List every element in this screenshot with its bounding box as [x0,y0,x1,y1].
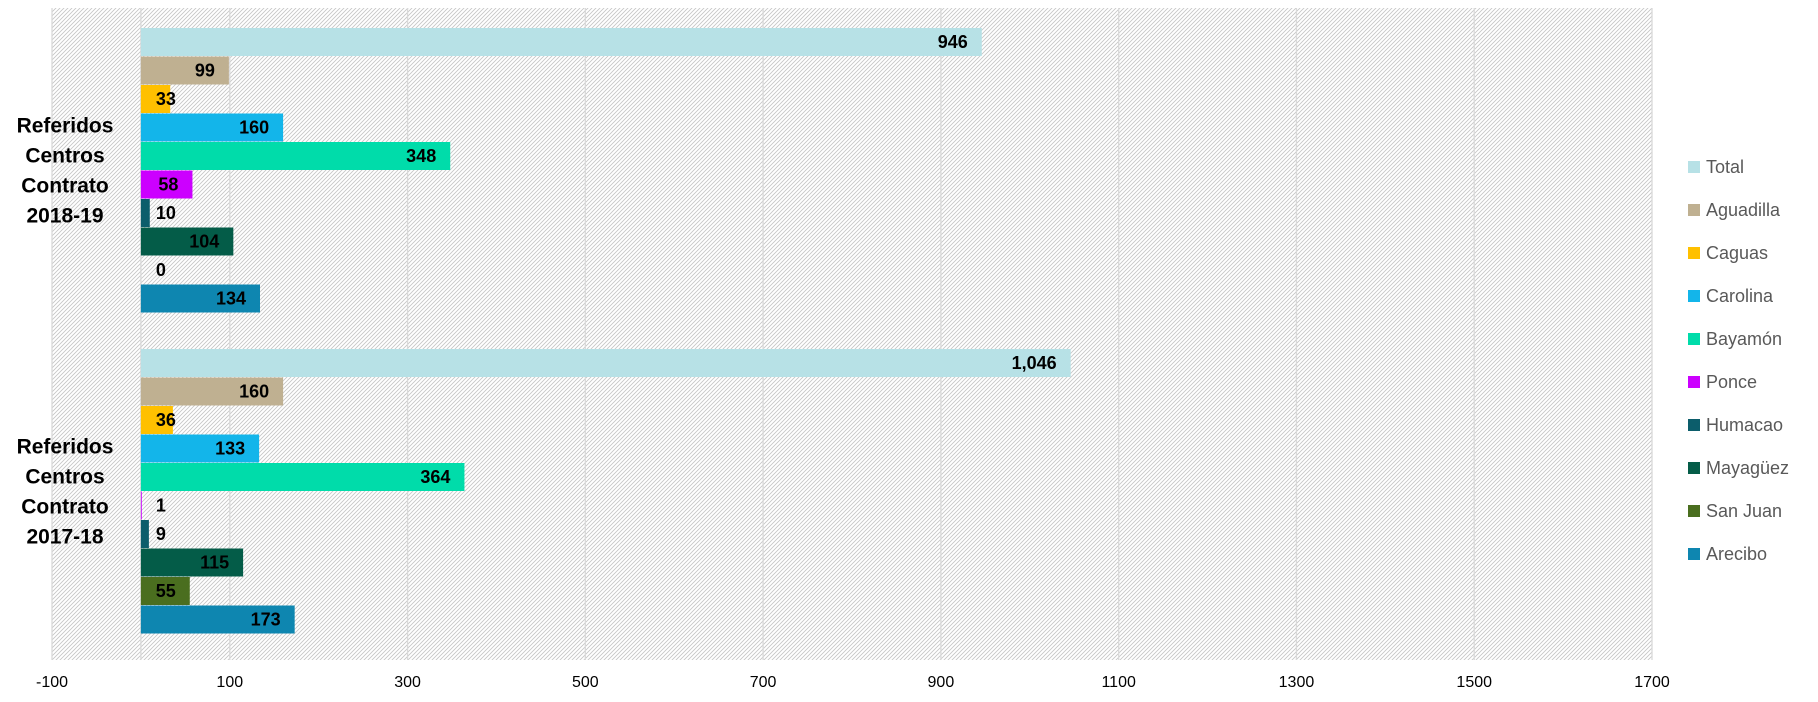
bar-total [140,349,1071,377]
x-tick-label: 300 [394,674,421,691]
data-label: 99 [195,61,215,81]
bar-aguadilla [140,377,284,406]
data-label: 104 [189,232,219,252]
legend-label: Mayagüez [1706,458,1789,478]
data-label: 134 [216,289,246,309]
legend-swatch [1688,161,1700,173]
legend-swatch [1688,548,1700,560]
data-label: 348 [406,146,436,166]
legend-label: San Juan [1706,501,1782,521]
legend-swatch [1688,419,1700,431]
legend-label: Humacao [1706,415,1783,435]
data-label: 33 [156,89,176,109]
category-label-line: Centros [25,466,104,489]
legend-swatch [1688,462,1700,474]
x-tick-label: -100 [36,674,68,691]
category-label: Referidos Centros Contrato 2018-19 [17,115,114,228]
bar-carolina [140,434,260,463]
bar-caguas [140,85,171,113]
data-label: 0 [156,260,166,280]
legend-swatch [1688,505,1700,517]
data-label: 115 [200,553,229,573]
x-axis-tick-labels: -100 100 300 500 700 900 1100 1300 1500 1700 [36,674,1670,691]
bar-arecibo [140,284,260,313]
data-labels: 946 99 33 160 348 58 10 104 0 134 1,046 160 36 133 364… [156,32,1057,630]
data-label: 1 [156,496,166,516]
x-tick-label: 1300 [1279,674,1315,691]
data-label: 364 [420,467,450,487]
category-label-line: Referidos [17,436,114,459]
legend-swatch [1688,290,1700,302]
x-tick-label: 500 [572,674,599,691]
data-label: 55 [156,581,176,601]
x-tick-label: 900 [928,674,955,691]
legend-label: Caguas [1706,243,1768,263]
bar-mayagüez [140,227,234,256]
x-tick-label: 700 [750,674,777,691]
plot-area [52,8,1652,660]
category-label-line: Contrato [21,175,109,198]
bar-humacao [140,520,149,548]
bar-carolina [140,113,284,142]
data-label: 946 [938,32,968,52]
bar-humacao [140,199,150,227]
bar-ponce [140,491,142,520]
data-label: 160 [239,118,269,138]
bar-bayamón [140,142,451,170]
bar-san-juan [140,577,190,605]
data-label: 9 [156,524,166,544]
category-label-line: 2018-19 [26,205,103,228]
legend-label: Arecibo [1706,544,1767,564]
bars [140,28,1071,634]
legend-label: Total [1706,157,1744,177]
legend-swatch [1688,333,1700,345]
x-tick-label: 1100 [1101,674,1136,691]
legend-swatch [1688,247,1700,259]
legend-swatch [1688,376,1700,388]
category-label: Referidos Centros Contrato 2017-18 [17,436,114,549]
data-label: 173 [251,610,281,630]
legend-label: Aguadilla [1706,200,1781,220]
bar-total [140,28,982,56]
x-tick-label: 100 [216,674,243,691]
bar-ponce [140,170,193,199]
category-label-line: Centros [25,145,104,168]
data-label: 58 [158,175,178,195]
bar-caguas [140,406,173,434]
data-label: 133 [215,439,245,459]
data-label: 160 [239,382,269,402]
x-tick-label: 1500 [1456,674,1492,691]
legend-label: Ponce [1706,372,1757,392]
category-label-line: 2017-18 [26,526,103,549]
bar-bayamón [140,463,465,491]
bar-mayagüez [140,548,244,577]
data-label: 36 [156,410,176,430]
data-label: 1,046 [1012,353,1057,373]
category-label-line: Contrato [21,496,109,519]
bar-arecibo [140,605,295,634]
category-labels: Referidos Centros Contrato 2018-19Referidos… [17,115,114,549]
legend-swatch [1688,204,1700,216]
data-label: 10 [156,203,176,223]
legend-label: Bayamón [1706,329,1782,349]
legend: Total Aguadilla Caguas Carolina Bayamón Ponce… [1688,157,1789,564]
category-label-line: Referidos [17,115,114,138]
bar-aguadilla [140,56,229,85]
legend-label: Carolina [1706,286,1774,306]
x-tick-label: 1700 [1634,674,1670,691]
